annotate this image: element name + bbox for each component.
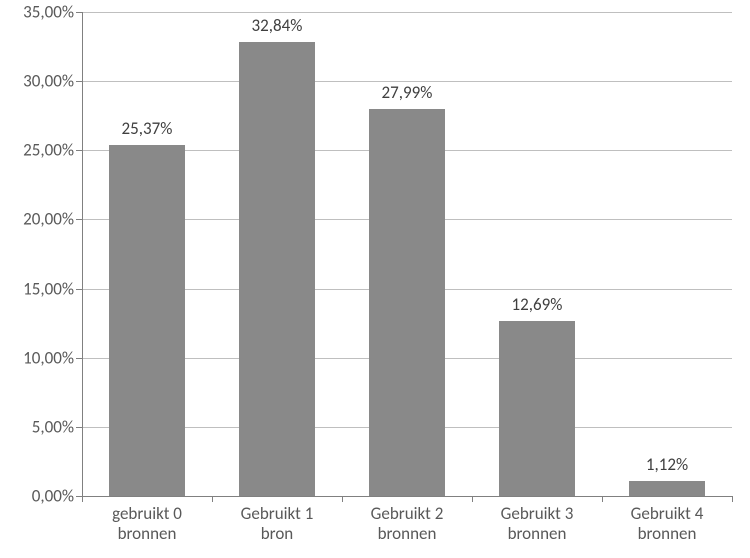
plot-area: 0,00%5,00%10,00%15,00%20,00%25,00%30,00%… [82, 12, 732, 496]
y-axis-label: 20,00% [23, 209, 82, 230]
bar: 25,37% [109, 145, 184, 496]
x-axis-label-line: bronnen [82, 524, 212, 544]
x-axis-label-line: Gebruikt 4 [602, 504, 732, 524]
bar-value-label: 27,99% [382, 82, 433, 109]
bar-value-label: 25,37% [122, 118, 173, 145]
x-axis-label-line: bronnen [472, 524, 602, 544]
x-tick [732, 496, 733, 502]
bar: 12,69% [499, 321, 574, 496]
x-axis-label-line: bronnen [342, 524, 472, 544]
x-axis-label-line: Gebruikt 2 [342, 504, 472, 524]
y-axis-label: 15,00% [23, 278, 82, 299]
bar-chart: 0,00% 5,00% 10,00% 15,00% 20,00% 25,00% 30,00%… [0, 0, 750, 558]
x-axis-label: Gebruikt 4bronnen [602, 496, 732, 545]
y-axis-label: 25,00% [23, 140, 82, 161]
bar: 32,84% [239, 42, 314, 496]
y-axis-label: 5,00% [32, 416, 82, 437]
x-axis-label-line: Gebruikt 3 [472, 504, 602, 524]
bar-value-label: 1,12% [646, 454, 688, 481]
x-axis-label-line: Gebruikt 1 [212, 504, 342, 524]
y-axis-label: 35,00% [23, 2, 82, 23]
bar-value-label: 32,84% [252, 15, 303, 42]
x-axis-label: Gebruikt 1bron [212, 496, 342, 545]
x-axis-label-line: gebruikt 0 [82, 504, 212, 524]
x-axis-label: gebruikt 0bronnen [82, 496, 212, 545]
x-axis-label: Gebruikt 2bronnen [342, 496, 472, 545]
x-axis-label-line: bron [212, 524, 342, 544]
x-axis-label: Gebruikt 3bronnen [472, 496, 602, 545]
gridline [82, 12, 732, 13]
bar: 27,99% [369, 109, 444, 496]
y-axis-label: 0,00% [32, 486, 82, 507]
bar-value-label: 12,69% [512, 294, 563, 321]
y-axis-label: 10,00% [23, 347, 82, 368]
bar: 1,12% [629, 481, 704, 496]
y-axis-label: 30,00% [23, 71, 82, 92]
y-axis-line [82, 12, 83, 496]
x-axis-label-line: bronnen [602, 524, 732, 544]
